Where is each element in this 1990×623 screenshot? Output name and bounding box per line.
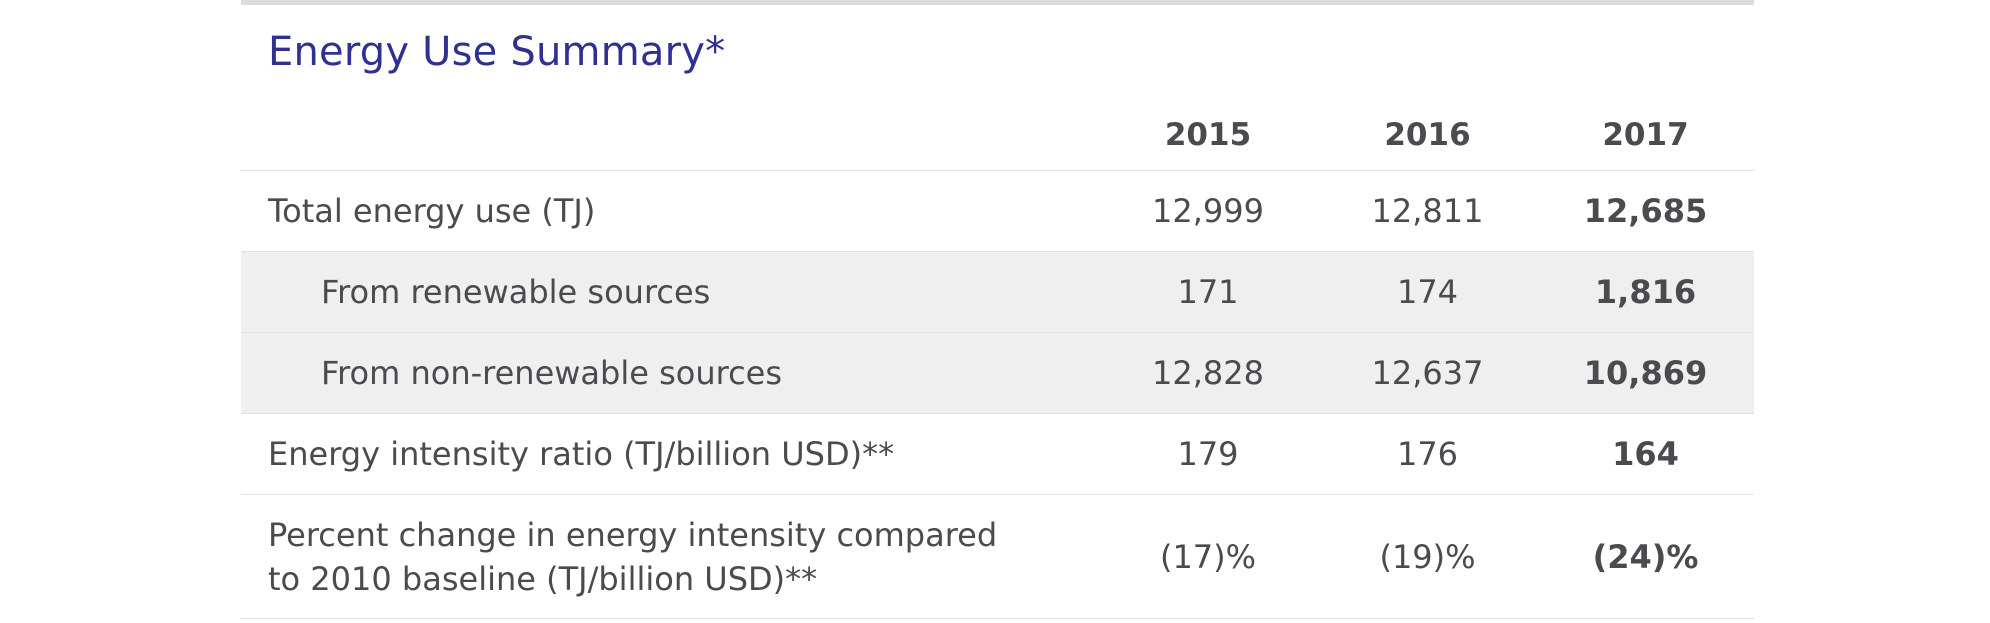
cell-2016: 12,811 [1318,170,1537,252]
row-label: From renewable sources [241,251,1098,333]
cell-2016: 174 [1318,251,1537,333]
cell-2017: (24)% [1537,494,1754,619]
header-year-2017: 2017 [1537,100,1754,171]
table-row-energy-intensity: Energy intensity ratio (TJ/billion USD)*… [241,413,1754,495]
row-label: Percent change in energy intensity compa… [241,494,1098,619]
table-row-renewable: From renewable sources 171 174 1,816 [241,251,1754,333]
table-body: Total energy use (TJ) 12,999 12,811 12,6… [241,170,1754,619]
row-label: Total energy use (TJ) [241,170,1098,252]
row-label-line-2: to 2010 baseline (TJ/billion USD)** [268,559,818,598]
table-row-percent-change: Percent change in energy intensity compa… [241,494,1754,619]
header-row: 2015 2016 2017 [241,100,1754,171]
cell-2017: 12,685 [1537,170,1754,252]
table-row-non-renewable: From non-renewable sources 12,828 12,637… [241,332,1754,414]
cell-2017: 1,816 [1537,251,1754,333]
cell-2016: 12,637 [1318,332,1537,414]
header-year-2016: 2016 [1318,100,1537,171]
row-label-line-1: Percent change in energy intensity compa… [268,515,998,554]
cell-2015: 171 [1098,251,1318,333]
header-blank-cell [241,100,1098,171]
table-row-total-energy-use: Total energy use (TJ) 12,999 12,811 12,6… [241,170,1754,252]
header-year-2015: 2015 [1098,100,1318,171]
cell-2016: 176 [1318,413,1537,495]
table-title: Energy Use Summary* [268,29,726,75]
energy-use-summary-panel: Energy Use Summary* 2015 2016 2017 Total… [241,0,1754,619]
row-label: From non-renewable sources [241,332,1098,414]
cell-2015: 12,828 [1098,332,1318,414]
cell-2017: 10,869 [1537,332,1754,414]
cell-2017: 164 [1537,413,1754,495]
cell-2015: 12,999 [1098,170,1318,252]
table-header: 2015 2016 2017 [241,100,1754,171]
cell-2016: (19)% [1318,494,1537,619]
energy-use-table: 2015 2016 2017 Total energy use (TJ) 12,… [241,100,1754,619]
cell-2015: (17)% [1098,494,1318,619]
cell-2015: 179 [1098,413,1318,495]
row-label: Energy intensity ratio (TJ/billion USD)*… [241,413,1098,495]
